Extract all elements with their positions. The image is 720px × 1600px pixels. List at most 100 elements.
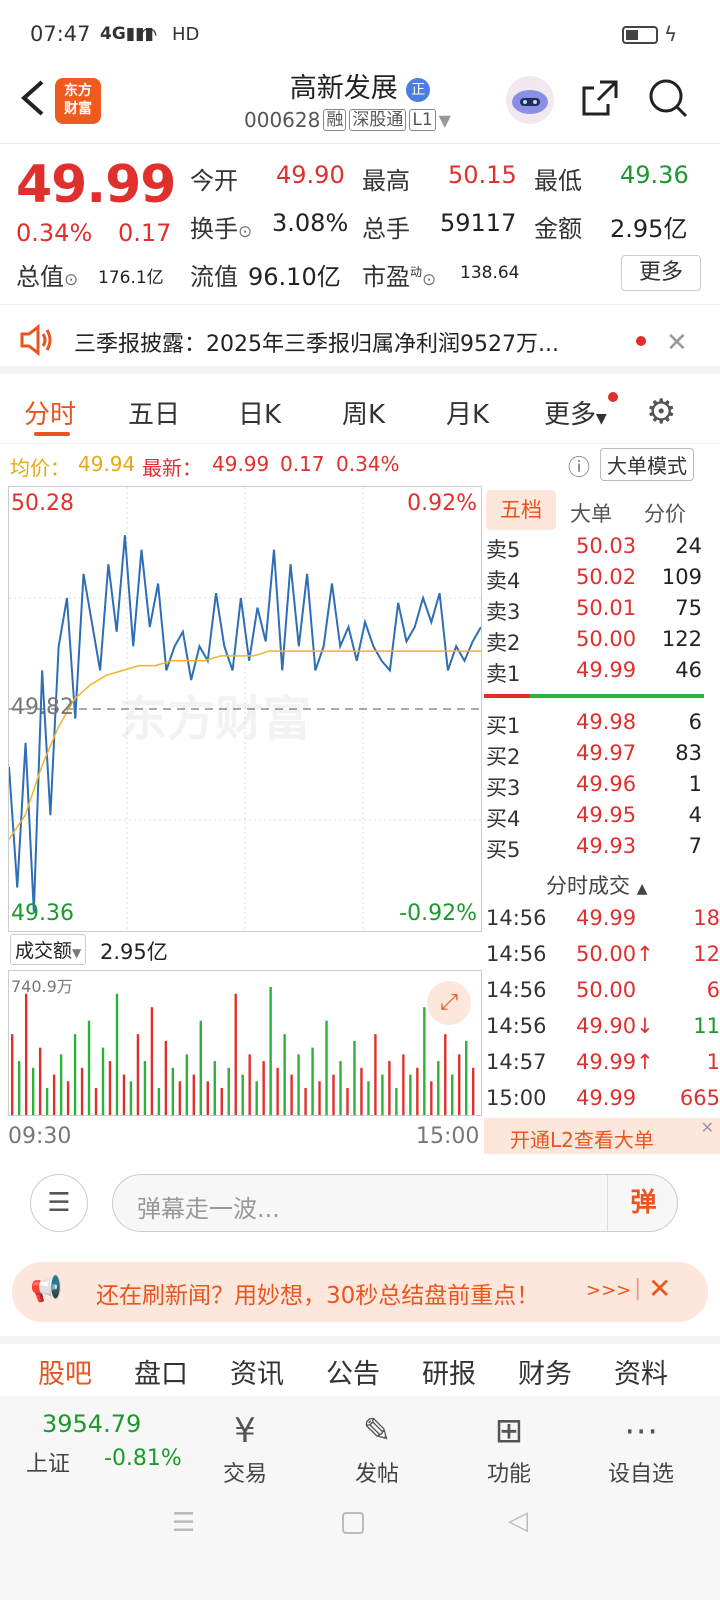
bid-level: 买4 xyxy=(486,807,521,831)
info-icon: ⊙ xyxy=(238,222,253,242)
trade-row: 14:57 49.99↑ 1 xyxy=(484,1050,720,1080)
expand-icon[interactable]: ⤢ xyxy=(427,981,471,1025)
search-icon[interactable] xyxy=(646,76,690,120)
volume-bar xyxy=(290,1074,293,1115)
trade-price: 49.99↑ xyxy=(576,1050,654,1074)
nav-add-watchlist[interactable]: ⋯ 设自选 xyxy=(596,1396,686,1488)
ask-row[interactable]: 卖2 50.00 122 xyxy=(484,627,720,657)
subtab-item[interactable]: 盘口 xyxy=(134,1359,188,1390)
volume-bar xyxy=(360,1067,363,1115)
trade-volume: 18 xyxy=(693,906,720,930)
more-button[interactable]: 更多 xyxy=(621,255,701,291)
volume-bar xyxy=(227,1067,230,1115)
index-ticker[interactable]: 3954.79 上证 -0.81% xyxy=(20,1406,182,1486)
volume-bar xyxy=(115,993,119,1115)
bid-row[interactable]: 买1 49.98 6 xyxy=(484,710,720,740)
volume-bar xyxy=(367,1081,370,1115)
share-icon[interactable] xyxy=(578,76,622,120)
help-icon[interactable]: ⓘ xyxy=(568,456,591,481)
settings-icon[interactable]: ⚙ xyxy=(646,392,677,432)
back-nav-icon[interactable]: ◁ xyxy=(508,1506,528,1536)
volume-bar xyxy=(423,1007,426,1115)
latest-value: 49.99 xyxy=(212,452,270,476)
bid-row[interactable]: 买3 49.96 1 xyxy=(484,772,720,802)
trade-volume: 665 xyxy=(679,1086,720,1110)
ask-row[interactable]: 卖5 50.03 24 xyxy=(484,534,720,564)
danmaku-settings-icon[interactable]: ☰ xyxy=(30,1174,88,1232)
tab-five-levels[interactable]: 五档 xyxy=(486,490,556,530)
volume-bar xyxy=(451,1074,454,1115)
trade-volume: 11 xyxy=(693,1014,720,1038)
tab-weekly[interactable]: 周K xyxy=(342,400,386,430)
news-banner[interactable]: 三季报披露：2025年三季报归属净利润9527万... ✕ xyxy=(0,308,720,374)
trade-row: 15:00 49.99 665 xyxy=(484,1086,720,1116)
y-max-label: 50.28 xyxy=(11,491,74,516)
promo-divider: | xyxy=(634,1276,642,1301)
bid-row[interactable]: 买4 49.95 4 xyxy=(484,803,720,833)
back-icon[interactable] xyxy=(14,76,54,120)
send-danmaku-button[interactable]: 弹 xyxy=(607,1175,679,1231)
volume-bar xyxy=(220,1088,223,1115)
volume-bar xyxy=(17,1061,21,1115)
price-line xyxy=(8,535,482,912)
close-promo-icon[interactable]: ✕ xyxy=(648,1272,672,1305)
time-start-label: 09:30 xyxy=(8,1124,72,1149)
trade-time: 14:56 xyxy=(486,978,547,1002)
tag-level: L1 xyxy=(409,109,436,131)
nav-post[interactable]: ✎ 发帖 xyxy=(332,1396,422,1488)
comment-input[interactable]: 弹幕走一波... 弹 xyxy=(112,1174,678,1232)
volume-bar xyxy=(311,1047,314,1115)
close-l2-icon[interactable]: ✕ xyxy=(700,1118,714,1137)
intraday-chart[interactable]: 50.28 0.92% 49.82 49.36 -0.92% 东方财富 xyxy=(8,486,482,932)
volume-bar xyxy=(122,1074,126,1115)
big-order-mode-button[interactable]: 大单模式 xyxy=(600,448,694,481)
promo-banner[interactable]: 📢 还在刷新闻？用妙想，30秒总结盘前重点！ >>> | ✕ xyxy=(12,1262,708,1322)
volume-bar xyxy=(143,1061,147,1115)
subtab-item[interactable]: 资讯 xyxy=(230,1359,284,1390)
trade-time: 14:57 xyxy=(486,1050,547,1074)
megaphone-icon: 📢 xyxy=(30,1274,63,1304)
tab-5day[interactable]: 五日 xyxy=(128,400,181,430)
mcap-value: 176.1亿 xyxy=(98,268,164,288)
nav-trade[interactable]: ¥ 交易 xyxy=(200,1396,290,1488)
tab-monthly[interactable]: 月K xyxy=(446,400,490,430)
more-dots-icon: ⋯ xyxy=(624,1411,658,1451)
trades-title[interactable]: 分时成交 ▲ xyxy=(546,874,648,898)
subtab-item[interactable]: 研报 xyxy=(422,1359,476,1390)
ask-row[interactable]: 卖4 50.02 109 xyxy=(484,565,720,595)
tab-price-dist[interactable]: 分价 xyxy=(644,502,686,526)
tab-intraday[interactable]: 分时 xyxy=(24,400,77,430)
ask-row[interactable]: 卖1 49.99 46 xyxy=(484,658,720,688)
volume-bar xyxy=(164,1040,168,1115)
dropdown-icon: ▼ xyxy=(438,110,451,130)
volume-bar xyxy=(458,1054,461,1115)
menu-icon[interactable]: ☰ xyxy=(172,1508,196,1538)
home-icon[interactable] xyxy=(342,1512,364,1534)
bid-row[interactable]: 买2 49.97 83 xyxy=(484,741,720,771)
volume-bar xyxy=(297,1054,300,1115)
volume-bar xyxy=(318,1081,321,1115)
volume-bar xyxy=(192,1074,196,1115)
avg-line xyxy=(8,650,481,840)
trade-icon: ¥ xyxy=(234,1411,256,1451)
subtab-item[interactable]: 股吧 xyxy=(38,1359,92,1390)
bid-row[interactable]: 买5 49.93 7 xyxy=(484,834,720,864)
l2-banner[interactable]: 开通L2查看大单 ✕ xyxy=(484,1118,720,1154)
stock-code-row[interactable]: 000628 融 深股通 L1 ▼ xyxy=(244,108,451,132)
stock-header: 东方 财富 高新发展 正 000628 融 深股通 L1 ▼ xyxy=(0,62,720,144)
signal-icon: 4G▮▮▮ xyxy=(100,24,154,44)
volume-selector[interactable]: 成交额▼ xyxy=(10,934,87,965)
nav-functions[interactable]: ⊞ 功能 xyxy=(464,1396,554,1488)
subtab-item[interactable]: 公告 xyxy=(326,1359,380,1390)
subtab-item[interactable]: 资料 xyxy=(614,1359,668,1390)
tab-more[interactable]: 更多▼ xyxy=(544,400,607,430)
tab-big-orders[interactable]: 大单 xyxy=(570,502,612,526)
subtab-item[interactable]: 财务 xyxy=(518,1359,572,1390)
index-pct: -0.81% xyxy=(104,1446,182,1471)
ask-row[interactable]: 卖3 50.01 75 xyxy=(484,596,720,626)
turnover-value: 3.08% xyxy=(272,209,349,237)
price-chart-svg xyxy=(8,487,482,931)
robot-avatar-icon[interactable] xyxy=(506,76,554,124)
tab-daily[interactable]: 日K xyxy=(238,400,282,430)
close-icon[interactable]: ✕ xyxy=(666,328,688,358)
